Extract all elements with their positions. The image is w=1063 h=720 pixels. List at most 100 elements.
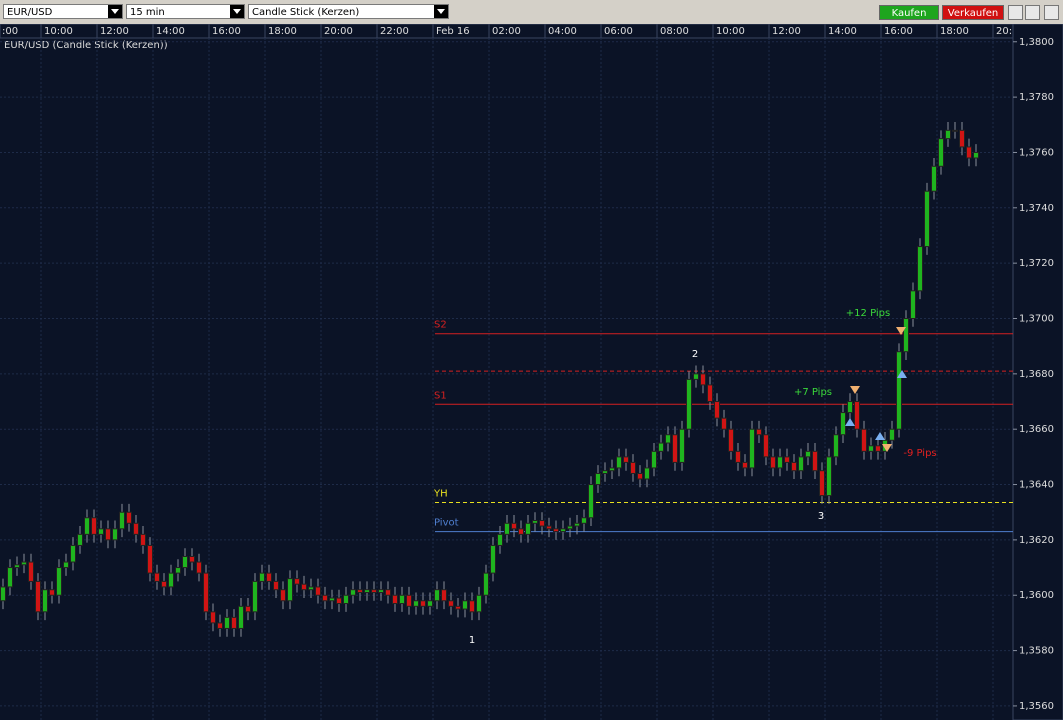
x-tick-label: 06:00 xyxy=(604,26,633,37)
candle-body xyxy=(889,428,895,441)
buy-marker xyxy=(875,432,885,440)
candle-body xyxy=(700,373,706,386)
candle-body xyxy=(455,605,461,610)
candle-body xyxy=(945,129,951,140)
y-tick-label: 1,3660 xyxy=(1019,424,1054,435)
candle-body xyxy=(49,589,55,596)
candle-body xyxy=(833,434,839,458)
candle-body xyxy=(98,528,104,535)
candle-body xyxy=(581,517,587,524)
candle-body xyxy=(609,467,615,472)
candle-body xyxy=(567,525,573,530)
candle-body xyxy=(273,580,279,591)
candle-body xyxy=(462,600,468,610)
buy-button[interactable]: Kaufen xyxy=(879,5,939,20)
candle-body xyxy=(322,594,328,602)
candle-body xyxy=(385,589,391,596)
candle-body xyxy=(791,461,797,472)
candle-body xyxy=(224,616,230,629)
candle-body xyxy=(497,533,503,546)
x-tick-label: 10:00 xyxy=(716,26,745,37)
candle-body xyxy=(476,594,482,613)
candle-body xyxy=(490,544,496,574)
candle-body xyxy=(175,567,181,574)
candle-body xyxy=(0,586,6,602)
candle-body xyxy=(63,561,69,569)
candle-body xyxy=(959,129,965,148)
candle-body xyxy=(952,129,958,132)
candle-body xyxy=(686,378,692,430)
chart-type-select[interactable]: Candle Stick (Kerzen) xyxy=(248,4,449,19)
bars-icon[interactable] xyxy=(1008,5,1023,20)
symbol-select[interactable]: EUR/USD xyxy=(3,4,123,19)
candle-body xyxy=(973,151,979,159)
candle-body xyxy=(861,428,867,452)
chart: EUR/USD (Candle Stick (Kerzen)) S2 S1 YH Pi… xyxy=(0,24,1063,720)
y-tick-label: 1,3600 xyxy=(1019,590,1054,601)
candle-body xyxy=(546,525,552,530)
candle-body xyxy=(217,622,223,629)
level-label: S1 xyxy=(434,390,447,401)
x-tick-label: 12:00 xyxy=(772,26,801,37)
candle-body xyxy=(637,472,643,480)
level-label: Pivot xyxy=(434,518,459,529)
candle-body xyxy=(560,528,566,533)
candle-body xyxy=(196,561,202,574)
dropdown-arrow[interactable] xyxy=(108,5,122,18)
candle-body xyxy=(784,456,790,463)
candle-body xyxy=(112,528,118,541)
candle-body xyxy=(693,373,699,380)
annotation: 2 xyxy=(692,349,698,360)
candle-body xyxy=(308,586,314,591)
dropdown-arrow[interactable] xyxy=(434,5,448,18)
candle-body xyxy=(294,578,300,585)
buy-marker xyxy=(897,370,907,378)
candle-body xyxy=(259,572,265,582)
candle-body xyxy=(161,580,167,588)
candle-body xyxy=(119,511,125,530)
sell-button[interactable]: Verkaufen xyxy=(942,5,1004,20)
x-tick-label: 12:00 xyxy=(100,26,129,37)
candle-body xyxy=(392,594,398,605)
x-tick-label: 20:00 xyxy=(324,26,353,37)
y-tick-label: 1,3560 xyxy=(1019,701,1054,712)
candle-body xyxy=(805,450,811,458)
x-tick-label: 02:00 xyxy=(492,26,521,37)
candle-body xyxy=(343,594,349,605)
candle-body xyxy=(651,450,657,469)
draw-icon[interactable] xyxy=(1025,5,1040,20)
candle-body xyxy=(665,434,671,444)
candle-body xyxy=(630,461,636,474)
candle-body xyxy=(84,517,90,535)
candle-body xyxy=(840,412,846,436)
candle-body xyxy=(42,589,48,613)
candle-body xyxy=(574,522,580,527)
candle-body xyxy=(910,290,916,320)
candle-body xyxy=(469,600,475,613)
candle-body xyxy=(742,461,748,469)
candle-body xyxy=(140,533,146,546)
candle-body xyxy=(210,611,216,624)
level-label: YH xyxy=(433,489,448,500)
level-label: S2 xyxy=(434,320,447,331)
candle-body xyxy=(679,428,685,463)
interval-select[interactable]: 15 min xyxy=(126,4,245,19)
y-tick-label: 1,3720 xyxy=(1019,258,1054,269)
candle-body xyxy=(168,572,174,588)
candle-body xyxy=(616,456,622,469)
y-tick-label: 1,3800 xyxy=(1019,37,1054,48)
candle-body xyxy=(280,589,286,602)
interval: 15 min xyxy=(130,7,165,18)
candle-body xyxy=(938,138,944,167)
candle-body xyxy=(588,484,594,519)
candle-body xyxy=(924,190,930,248)
window-icon[interactable] xyxy=(1044,5,1059,20)
candle-body xyxy=(147,544,153,574)
dropdown-arrow[interactable] xyxy=(230,5,244,18)
candle-body xyxy=(301,583,307,591)
candle-body xyxy=(903,318,909,353)
candle-body xyxy=(532,520,538,524)
candle-body xyxy=(714,401,720,419)
candle-body xyxy=(35,580,41,613)
